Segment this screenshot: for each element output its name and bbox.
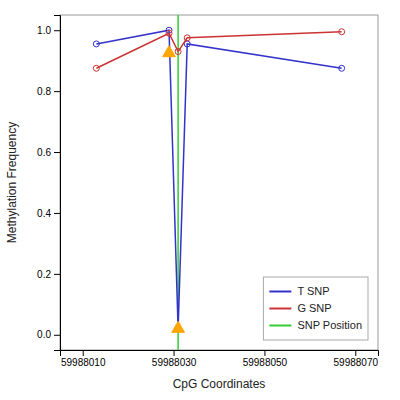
tick-label: 59988050 [243, 357, 288, 368]
tick-label: 59988070 [334, 357, 379, 368]
tick: 0.2 [37, 269, 60, 280]
marker [163, 46, 176, 57]
tick: 0.8 [37, 86, 60, 97]
series-line [96, 32, 341, 69]
tick: 0.0 [37, 329, 60, 340]
marker [93, 41, 99, 47]
y-axis: 0.0 0.2 0.4 0.6 0.8 1.0 [37, 16, 60, 351]
legend-item: G SNP [269, 302, 331, 314]
tick-mark [54, 30, 60, 31]
marker [175, 49, 181, 55]
tick-label: 0.8 [37, 86, 51, 97]
legend-item: T SNP [269, 285, 329, 297]
axis-line [61, 351, 379, 357]
marker [172, 321, 185, 332]
tick: 59988010 [61, 350, 106, 368]
y-axis-title: Methylation Frequency [5, 122, 19, 243]
tick: 59988070 [334, 350, 379, 368]
legend-label: T SNP [297, 285, 329, 297]
marker [166, 30, 172, 36]
tick-mark [54, 91, 60, 92]
x-axis-title: CpG Coordinates [173, 377, 266, 391]
marker [339, 65, 345, 71]
tick-mark [54, 152, 60, 153]
tick-label: 0.6 [37, 147, 51, 158]
tick-mark [355, 350, 356, 356]
legend-item: SNP Position [269, 319, 362, 331]
legend-swatch [269, 291, 291, 293]
tick: 59988050 [243, 350, 288, 368]
tick-mark [54, 213, 60, 214]
tick-mark [174, 350, 175, 356]
marker [339, 29, 345, 35]
series-line [93, 29, 344, 72]
tick-label: 1.0 [37, 25, 51, 36]
tick: 0.4 [37, 208, 60, 219]
legend-label: G SNP [297, 302, 331, 314]
legend-swatch [269, 325, 291, 327]
axis-line [54, 16, 61, 351]
legend-label: SNP Position [297, 319, 362, 331]
tick: 59988030 [152, 350, 197, 368]
series-scatter [163, 46, 185, 333]
tick: 1.0 [37, 25, 60, 36]
tick-label: 59988010 [61, 357, 106, 368]
plot-frame [60, 15, 378, 350]
tick-mark [264, 350, 265, 356]
legend-swatch [269, 308, 291, 310]
tick-label: 0.2 [37, 269, 51, 280]
legend: T SNP G SNP SNP Position [263, 277, 368, 340]
tick-mark [83, 350, 84, 356]
legend-frame [263, 277, 368, 340]
tick-label: 59988030 [152, 357, 197, 368]
marker [184, 35, 190, 41]
series-line [93, 27, 344, 331]
chart: 599880105998803059988050599880700.00.20.… [0, 0, 400, 400]
tick: 0.6 [37, 147, 60, 158]
tick-label: 0.4 [37, 208, 51, 219]
marker [93, 65, 99, 71]
tick-mark [54, 335, 60, 336]
tick-label: 0.0 [37, 329, 51, 340]
x-axis: 59988010 59988030 59988050 59988070 [61, 350, 379, 368]
tick-mark [54, 274, 60, 275]
